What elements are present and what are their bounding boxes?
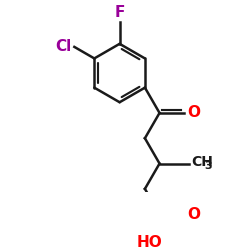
Text: 3: 3: [204, 161, 212, 171]
Text: CH: CH: [191, 155, 213, 169]
Text: O: O: [187, 207, 200, 222]
Text: F: F: [114, 5, 125, 20]
Text: Cl: Cl: [55, 40, 71, 54]
Text: O: O: [187, 106, 200, 120]
Text: HO: HO: [136, 235, 162, 250]
